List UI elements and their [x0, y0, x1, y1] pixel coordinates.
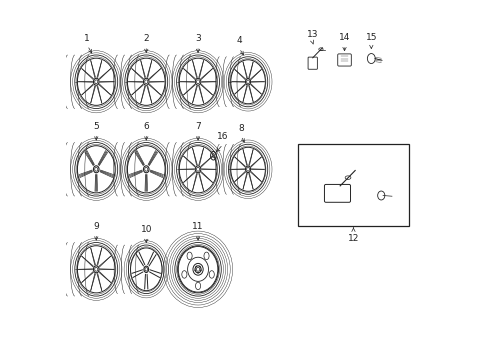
Text: 13: 13	[306, 30, 318, 39]
Text: 12: 12	[347, 234, 358, 243]
Text: 11: 11	[192, 222, 203, 231]
Text: 10: 10	[140, 225, 152, 234]
Text: 6: 6	[143, 122, 149, 131]
Text: 1: 1	[84, 33, 90, 42]
Text: 8: 8	[238, 124, 244, 133]
Text: 9: 9	[93, 222, 99, 231]
Text: 15: 15	[365, 33, 376, 42]
Text: 4: 4	[236, 36, 242, 45]
Text: 14: 14	[338, 33, 349, 42]
Bar	[298, 144, 408, 226]
Text: 3: 3	[195, 34, 201, 43]
Text: 7: 7	[195, 122, 201, 131]
Text: 16: 16	[217, 132, 228, 141]
Text: 5: 5	[93, 122, 99, 131]
Text: 2: 2	[143, 34, 149, 43]
